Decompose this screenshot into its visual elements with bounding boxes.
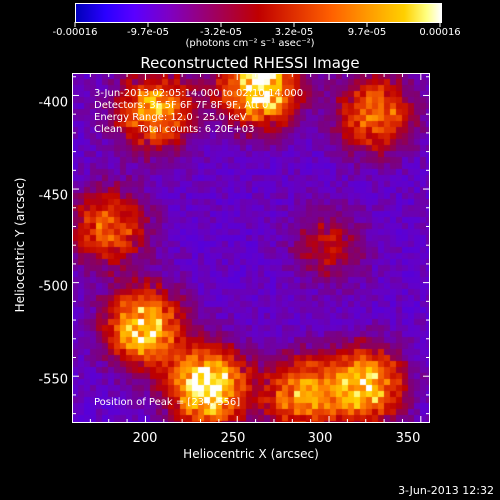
x-tick-label: 200: [132, 431, 158, 446]
plot-frame: [72, 73, 430, 423]
colorbar-tick-label: 3.2e-05: [274, 27, 314, 38]
colorbar-tick-label: 9.7e-05: [347, 27, 387, 38]
rhessi-heatmap-image: [72, 73, 430, 423]
peak-position-annotation: Position of Peak = [234,-556]: [94, 397, 241, 408]
y-tick-label: -550: [38, 372, 68, 388]
colorbar-tick-label: 0.00016: [419, 27, 461, 38]
colorbar-tick-label: -0.00016: [52, 27, 98, 38]
y-tick-label: -500: [38, 279, 68, 295]
x-axis-label: Heliocentric X (arcsec): [183, 447, 319, 461]
energy-range-annotation: Energy Range: 12.0 - 25.0 keV: [94, 112, 247, 123]
y-tick-label: -450: [38, 188, 68, 204]
x-tick-label: 350: [395, 431, 421, 446]
colorbar: [75, 3, 442, 23]
x-tick-label: 250: [220, 431, 246, 446]
y-axis-label: Heliocentric Y (arcsec): [13, 177, 27, 313]
colorbar-tick-label: -3.2e-05: [200, 27, 242, 38]
x-tick-label: 300: [307, 431, 333, 446]
chart-title: Reconstructed RHESSI Image: [140, 54, 360, 72]
footer-date: 3-Jun-2013 12:32: [398, 484, 494, 497]
colorbar-tick-label: -9.7e-05: [127, 27, 169, 38]
method-counts-annotation: Clean Total counts: 6.20E+03: [94, 124, 255, 135]
time-range-annotation: 3-Jun-2013 02:05:14.000 to 02:10:14.000: [94, 88, 304, 99]
detectors-annotation: Detectors: 3F 5F 6F 7F 8F 9F, Att 0: [94, 100, 269, 111]
colorbar-units: (photons cm⁻² s⁻¹ asec⁻²): [185, 38, 315, 49]
y-tick-label: -400: [38, 95, 68, 111]
